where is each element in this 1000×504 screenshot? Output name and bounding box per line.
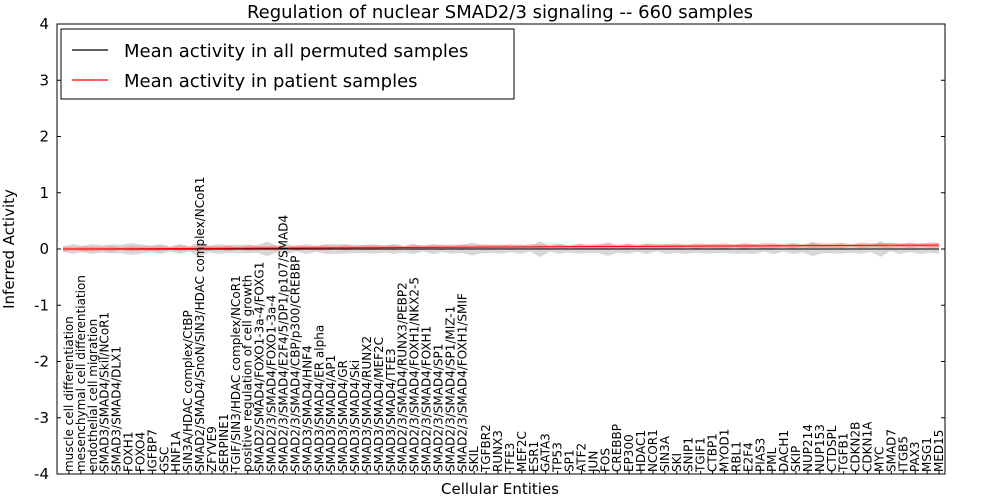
- series-lines: [62, 244, 940, 250]
- x-tick-label: SMAD2/3/SMAD4/FOXH1: [420, 326, 434, 472]
- x-tick-label: ATF2: [574, 443, 588, 472]
- x-tick-label: NCOR1: [646, 429, 660, 472]
- x-tick-label: SIN3A/HDAC complex/CtBP: [181, 310, 195, 472]
- x-tick-label: SMAD3/SMAD4/TFE3: [384, 348, 398, 472]
- x-tick-label: CTDSPL: [825, 425, 839, 472]
- x-tick-label: RUNX3: [491, 430, 505, 472]
- x-tick-label: SMAD2/3/SMAD4/FOXO1-3a-4: [265, 295, 279, 472]
- x-tick-label: SMAD2/SMAD4/FOXO1-3a-4/FOXG1: [253, 262, 267, 472]
- x-tick-label: PAX3: [908, 441, 922, 472]
- x-tick-label: IGFBP7: [145, 429, 159, 472]
- legend-box: [60, 28, 515, 100]
- x-tick-label: MYC: [872, 447, 886, 472]
- x-tick-label: muscle cell differentiation: [62, 316, 76, 472]
- x-tick-label: SERPINE1: [217, 413, 231, 472]
- x-tick-label: HNF1A: [169, 430, 183, 472]
- legend-label-patient: Mean activity in patient samples: [124, 71, 418, 92]
- x-tick-label: TP53: [551, 442, 565, 473]
- x-tick-label: CDKN2B: [849, 422, 863, 472]
- x-tick-label: TGFB1: [837, 433, 851, 473]
- x-tick-label: SMAD3/SMAD4/HNF4: [300, 345, 314, 472]
- x-tick-label: SIN3A: [658, 435, 672, 472]
- x-tick-label: SNIP1: [682, 437, 696, 472]
- y-tick-label: -1: [34, 296, 49, 314]
- x-tick-label: SMAD2/3/SMAD4/FOXH1/SMIF: [455, 293, 469, 472]
- y-tick-label: 0: [39, 240, 49, 258]
- x-tick-label: DACH1: [777, 430, 791, 472]
- x-tick-label: JUN: [586, 451, 600, 473]
- x-tick-label: FOXH1: [122, 432, 136, 472]
- x-tick-label: ESR1: [527, 441, 541, 472]
- x-tick-label: SMAD2/3/SMAD4/RUNX3/PEBP2: [396, 282, 410, 472]
- x-tick-label: MYOD1: [718, 429, 732, 472]
- x-tick-label: SMAD3/SMAD4/ER alpha: [312, 325, 326, 472]
- x-tick-label: CDKN1A: [861, 421, 875, 472]
- y-tick-label: 1: [39, 184, 49, 202]
- x-tick-label: SMAD2/3/SMAD4/E2F4/5/DP1/p107/SMAD4: [277, 215, 291, 472]
- legend: Mean activity in all permuted samples Me…: [60, 28, 515, 100]
- x-tick-label: mesenchymal cell differentiation: [74, 275, 88, 472]
- x-tick-label: SMAD2/3/SMAD4/SP1/MIZ-1: [443, 306, 457, 472]
- x-tick-label: SMAD3/SMAD4/Ski: [348, 360, 362, 472]
- y-tick-label: 3: [39, 71, 49, 89]
- x-tick-label: RBL1: [729, 441, 743, 472]
- legend-label-permuted: Mean activity in all permuted samples: [124, 41, 468, 62]
- x-tick-label: TGIF/SIN3/HDAC complex/NCoR1: [229, 275, 243, 473]
- x-tick-label: CREBBP: [610, 424, 624, 472]
- x-tick-label: MED15: [932, 430, 946, 472]
- y-tick-label: 4: [39, 15, 49, 33]
- x-tick-label: TFE3: [503, 443, 517, 473]
- x-tick-label: ITGB5: [896, 436, 910, 472]
- x-tick-label: CTBP1: [706, 433, 720, 472]
- y-tick-label: -2: [34, 353, 49, 371]
- x-tick-label: FOXO4: [133, 432, 147, 472]
- x-tick-label: positive regulation of cell growth: [241, 275, 255, 472]
- x-tick-label: HDAC1: [634, 430, 648, 472]
- x-tick-label: PML: [765, 447, 779, 472]
- x-tick-label: TGIF1: [694, 437, 708, 473]
- x-axis-label: Cellular Entities: [441, 480, 559, 498]
- x-tick-label: PIAS3: [753, 438, 767, 472]
- y-axis-label: Inferred Activity: [0, 189, 18, 309]
- x-tick-label: FOS: [598, 448, 612, 472]
- x-tick-label: GATA3: [539, 433, 553, 472]
- x-tick-label: SMAD3/SMAD4/AP1: [324, 355, 338, 472]
- y-tick-label: 2: [39, 128, 49, 146]
- x-tick-label: SMAD3/SMAD4/Skil/NCoR1: [98, 312, 112, 472]
- x-tick-label: MSG1: [920, 437, 934, 472]
- x-tick-label: SKIL: [467, 446, 481, 472]
- x-tick-label: SMAD3/SMAD4/GR: [336, 360, 350, 472]
- y-tick-label: -4: [34, 465, 49, 483]
- x-tick-label: SP1: [563, 450, 577, 473]
- x-tick-label: NUP214: [801, 424, 815, 472]
- x-tick-label: MEF2C: [515, 431, 529, 472]
- x-tick-label: NUP153: [813, 424, 827, 472]
- x-tick-label: SMAD3/SMAD4/DLX1: [110, 346, 124, 472]
- y-axis-ticks: -4 -3 -2 -1 0 1 2 3 4: [34, 15, 945, 483]
- x-tick-label: SMAD2/3/SMAD4/CBP/p300/CREBBP: [288, 256, 302, 472]
- x-tick-label: endothelial cell migration: [86, 319, 100, 472]
- x-tick-label: TGFBR2: [479, 424, 493, 473]
- x-tick-label: SMAD2/3/SMAD4/FOXH1/NKX2-5: [408, 277, 422, 472]
- x-tick-label: SMAD7: [884, 429, 898, 472]
- y-tick-label: -3: [34, 409, 49, 427]
- chart-title: Regulation of nuclear SMAD2/3 signaling …: [247, 2, 753, 23]
- x-tick-label: SMAD3/SMAD4/RUNX2: [360, 336, 374, 472]
- x-tick-label: SMAD2/SMAD4/SnoN/SIN3/HDAC complex/NCoR1: [193, 177, 207, 472]
- x-tick-label: SMAD3/SMAD4/MEF2C: [372, 337, 386, 472]
- patient-mean-line: [62, 244, 940, 250]
- x-tick-label: E2F4: [741, 442, 755, 472]
- x-tick-label: GSC: [157, 447, 171, 472]
- x-tick-label: SKI: [670, 453, 684, 472]
- x-tick-label: ZFYVE9: [205, 426, 219, 472]
- x-tick-label: EP300: [622, 434, 636, 472]
- x-tick-label: SMAD2/3/SMAD4/SP1: [431, 344, 445, 472]
- x-tick-label: SKIP: [789, 446, 803, 472]
